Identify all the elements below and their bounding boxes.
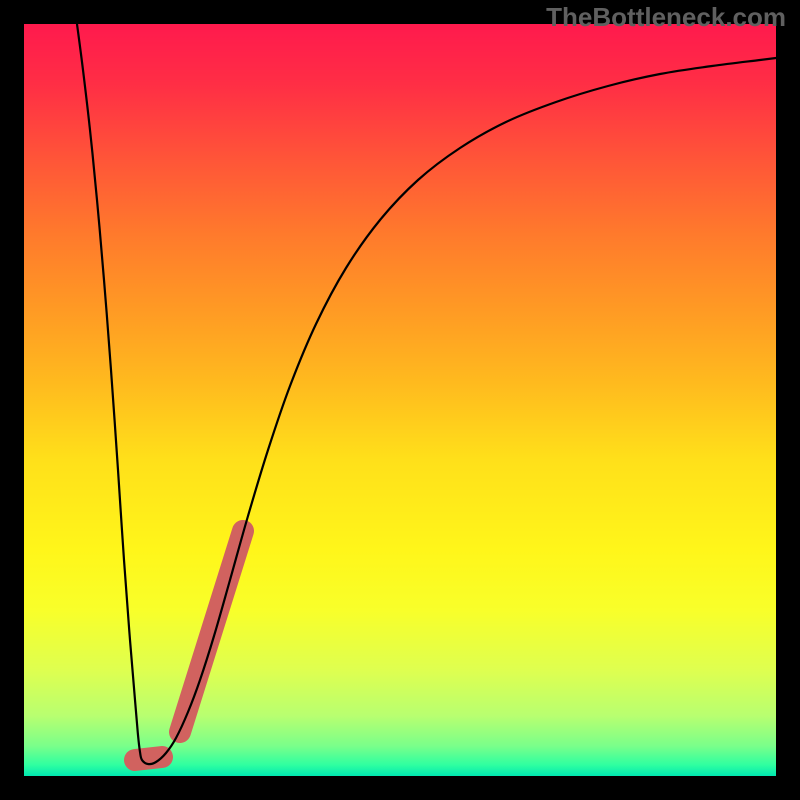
gradient-background xyxy=(24,24,776,776)
chart-container: TheBottleneck.com xyxy=(0,0,800,800)
watermark-text: TheBottleneck.com xyxy=(546,2,786,33)
plot-area xyxy=(24,24,776,776)
